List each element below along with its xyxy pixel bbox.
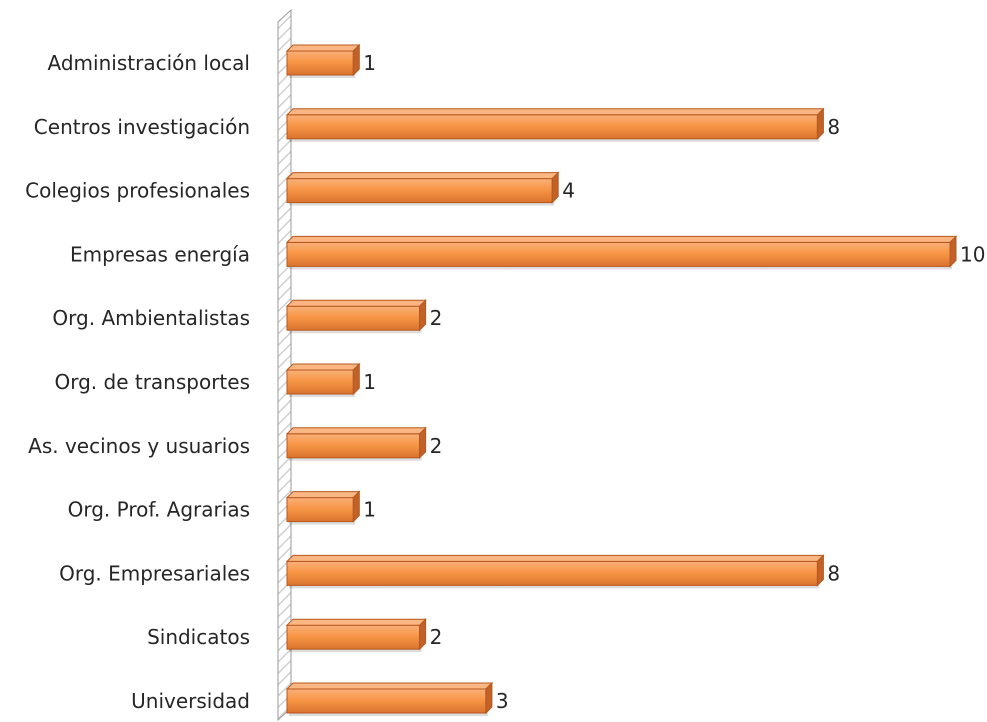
bar-4 [285, 298, 427, 334]
value-labels: 1 8 4 10 2 1 2 1 8 2 3 [363, 51, 985, 713]
bar-0 [285, 43, 361, 78]
category-label-0: Administración local [48, 51, 250, 75]
category-label-3: Empresas energía [70, 242, 250, 266]
value-label-9: 2 [430, 625, 443, 649]
value-label-8: 8 [827, 561, 840, 585]
value-label-6: 2 [430, 434, 443, 458]
category-label-10: Universidad [131, 689, 250, 713]
category-labels: Administración local Centros investigació… [25, 51, 250, 713]
bar-8 [285, 554, 825, 589]
bar-1 [285, 107, 825, 142]
category-label-1: Centros investigación [34, 115, 250, 139]
bar-7 [285, 490, 361, 525]
bar-5 [285, 362, 361, 397]
value-label-5: 1 [363, 370, 376, 394]
category-label-6: As. vecinos y usuarios [28, 434, 250, 458]
bar-2 [285, 171, 560, 206]
value-label-4: 2 [430, 306, 443, 330]
category-label-7: Org. Prof. Agrarias [68, 498, 250, 522]
value-label-2: 4 [562, 179, 575, 203]
category-label-8: Org. Empresariales [59, 561, 250, 585]
bars-group [285, 43, 958, 716]
category-label-5: Org. de transportes [54, 370, 250, 394]
value-label-1: 8 [827, 115, 840, 139]
category-label-9: Sindicatos [147, 625, 250, 649]
bar-10 [285, 681, 494, 716]
bar-9 [285, 617, 427, 653]
value-label-3: 10 [960, 242, 985, 266]
category-label-4: Org. Ambientalistas [52, 306, 250, 330]
value-label-0: 1 [363, 51, 376, 75]
value-label-7: 1 [363, 498, 376, 522]
bar-3 [285, 235, 958, 270]
bar-6 [285, 426, 427, 461]
value-label-10: 3 [496, 689, 509, 713]
category-label-2: Colegios profesionales [25, 179, 250, 203]
